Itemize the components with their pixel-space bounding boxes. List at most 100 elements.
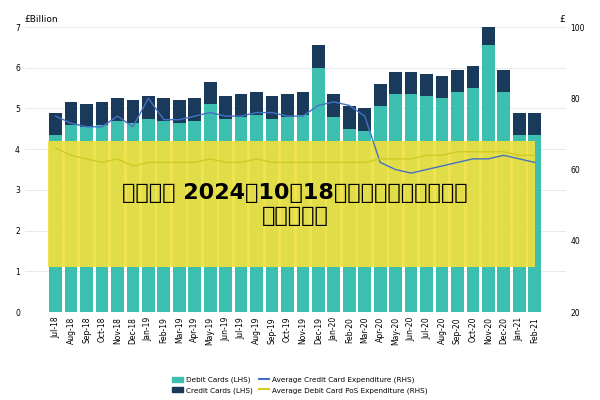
Average Credit Card Expenditure (RHS) — [531, 160, 538, 165]
Average Debit Card PoS Expenditure (RHS) — [469, 149, 476, 154]
Average Credit Card Expenditure (RHS) — [176, 117, 183, 122]
Bar — [389, 72, 402, 94]
Bar — [343, 106, 356, 129]
Average Debit Card PoS Expenditure (RHS) — [315, 160, 322, 165]
Average Debit Card PoS Expenditure (RHS) — [377, 156, 384, 161]
Bar — [467, 88, 479, 312]
Bar — [127, 123, 139, 312]
Bar — [529, 135, 541, 312]
Average Credit Card Expenditure (RHS) — [423, 167, 430, 172]
Average Credit Card Expenditure (RHS) — [222, 114, 229, 118]
Average Debit Card PoS Expenditure (RHS) — [160, 160, 167, 165]
Bar — [374, 106, 386, 312]
Bar — [80, 104, 93, 127]
Bar — [420, 74, 433, 96]
Bar — [328, 117, 340, 312]
Average Credit Card Expenditure (RHS) — [407, 171, 415, 176]
Bar — [451, 92, 464, 312]
Average Debit Card PoS Expenditure (RHS) — [83, 156, 90, 161]
Bar — [95, 102, 109, 125]
Average Credit Card Expenditure (RHS) — [206, 110, 214, 115]
Bar — [281, 117, 294, 312]
Average Debit Card PoS Expenditure (RHS) — [268, 160, 275, 165]
Bar — [405, 94, 418, 312]
Bar — [49, 112, 62, 135]
Average Credit Card Expenditure (RHS) — [469, 156, 476, 161]
Bar — [482, 23, 494, 45]
Average Debit Card PoS Expenditure (RHS) — [361, 160, 368, 165]
Bar — [250, 92, 263, 114]
Average Debit Card PoS Expenditure (RHS) — [407, 156, 415, 161]
Bar — [513, 112, 526, 135]
Bar — [204, 82, 217, 104]
Average Debit Card PoS Expenditure (RHS) — [52, 146, 59, 150]
Bar — [250, 114, 263, 312]
Bar — [529, 112, 541, 135]
Bar — [220, 96, 232, 119]
Bar — [482, 45, 494, 312]
Average Debit Card PoS Expenditure (RHS) — [176, 160, 183, 165]
Bar — [281, 94, 294, 117]
Bar — [188, 121, 201, 312]
Bar — [420, 96, 433, 312]
Average Debit Card PoS Expenditure (RHS) — [222, 160, 229, 165]
Average Debit Card PoS Expenditure (RHS) — [206, 156, 214, 161]
Bar — [389, 94, 402, 312]
Average Debit Card PoS Expenditure (RHS) — [145, 160, 152, 165]
Bar — [266, 119, 278, 312]
Bar — [80, 127, 93, 312]
Average Credit Card Expenditure (RHS) — [114, 114, 121, 118]
Bar — [497, 70, 510, 92]
Legend: Debit Cards (LHS), Credit Cards (LHS), Average Credit Card Expenditure (RHS), Av: Debit Cards (LHS), Credit Cards (LHS), A… — [169, 374, 431, 396]
Bar — [497, 92, 510, 312]
Bar — [235, 117, 247, 312]
Bar — [296, 92, 309, 114]
Bar — [204, 104, 217, 312]
Average Credit Card Expenditure (RHS) — [439, 164, 446, 168]
Bar — [220, 119, 232, 312]
Bar — [48, 141, 535, 267]
Bar — [157, 98, 170, 121]
Average Debit Card PoS Expenditure (RHS) — [423, 153, 430, 158]
Bar — [451, 70, 464, 92]
Average Credit Card Expenditure (RHS) — [130, 124, 137, 129]
Average Credit Card Expenditure (RHS) — [238, 114, 245, 118]
Average Credit Card Expenditure (RHS) — [284, 114, 291, 118]
Bar — [173, 100, 185, 123]
Average Credit Card Expenditure (RHS) — [377, 160, 384, 165]
Bar — [328, 94, 340, 117]
Average Credit Card Expenditure (RHS) — [83, 124, 90, 129]
Bar — [312, 68, 325, 312]
Text: £Billion: £Billion — [25, 15, 58, 24]
Bar — [111, 121, 124, 312]
Bar — [436, 76, 448, 98]
Line: Average Debit Card PoS Expenditure (RHS): Average Debit Card PoS Expenditure (RHS) — [56, 148, 535, 166]
Average Debit Card PoS Expenditure (RHS) — [238, 160, 245, 165]
Average Credit Card Expenditure (RHS) — [485, 156, 492, 161]
Bar — [266, 96, 278, 119]
Average Debit Card PoS Expenditure (RHS) — [299, 160, 307, 165]
Average Debit Card PoS Expenditure (RHS) — [515, 153, 523, 158]
Average Credit Card Expenditure (RHS) — [361, 114, 368, 118]
Average Credit Card Expenditure (RHS) — [68, 121, 75, 126]
Average Debit Card PoS Expenditure (RHS) — [346, 160, 353, 165]
Average Credit Card Expenditure (RHS) — [500, 153, 508, 158]
Average Debit Card PoS Expenditure (RHS) — [531, 153, 538, 158]
Average Debit Card PoS Expenditure (RHS) — [98, 160, 106, 165]
Bar — [142, 96, 155, 119]
Bar — [343, 129, 356, 312]
Average Debit Card PoS Expenditure (RHS) — [191, 160, 199, 165]
Bar — [436, 98, 448, 312]
Bar — [49, 135, 62, 312]
Average Credit Card Expenditure (RHS) — [392, 167, 399, 172]
Bar — [127, 100, 139, 123]
Average Debit Card PoS Expenditure (RHS) — [114, 156, 121, 161]
Bar — [111, 98, 124, 121]
Bar — [358, 131, 371, 312]
Average Debit Card PoS Expenditure (RHS) — [68, 153, 75, 158]
Average Debit Card PoS Expenditure (RHS) — [485, 149, 492, 154]
Average Credit Card Expenditure (RHS) — [191, 114, 199, 118]
Average Credit Card Expenditure (RHS) — [98, 124, 106, 129]
Average Credit Card Expenditure (RHS) — [315, 103, 322, 108]
Bar — [358, 108, 371, 131]
